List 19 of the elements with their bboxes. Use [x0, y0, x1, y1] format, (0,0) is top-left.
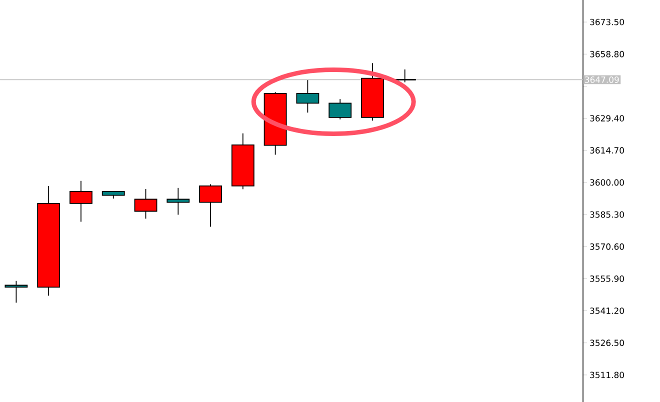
y-tick-label: 3614.70 [590, 147, 624, 154]
y-tick-label: 3673.50 [590, 18, 624, 26]
y-tick-label: 3629.40 [590, 115, 624, 122]
y-tick-label: 3511.80 [590, 372, 624, 378]
y-tick-label: 3526.50 [590, 340, 624, 346]
ref-line-label: 3647.09 [585, 76, 619, 83]
candlestick [70, 180, 92, 222]
y-tick-label: 3585.30 [590, 211, 624, 218]
candlestick [328, 98, 352, 120]
candlestick [166, 187, 190, 216]
y-tick-label: 3555.90 [590, 275, 624, 282]
candlestick [296, 80, 320, 114]
y-tick-label: 3658.80 [590, 50, 624, 58]
y-tick-label: 3600.00 [590, 179, 624, 186]
y-tick-label: 3541.20 [590, 308, 624, 314]
candlestick [393, 68, 417, 83]
candlestick [199, 184, 222, 228]
y-tick-label: 3570.60 [590, 243, 624, 250]
candlestick [134, 188, 158, 220]
